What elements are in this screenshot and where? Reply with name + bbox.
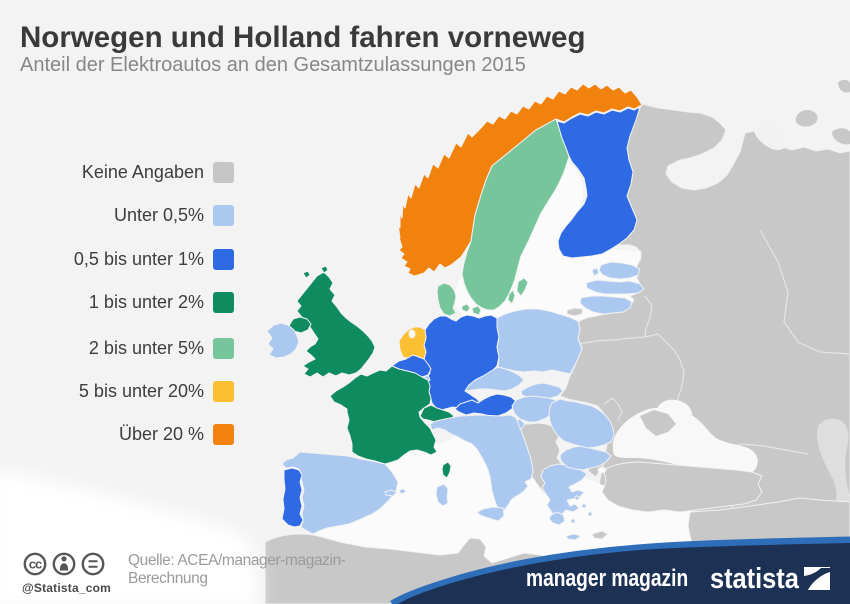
svg-text:cc: cc <box>29 557 42 572</box>
